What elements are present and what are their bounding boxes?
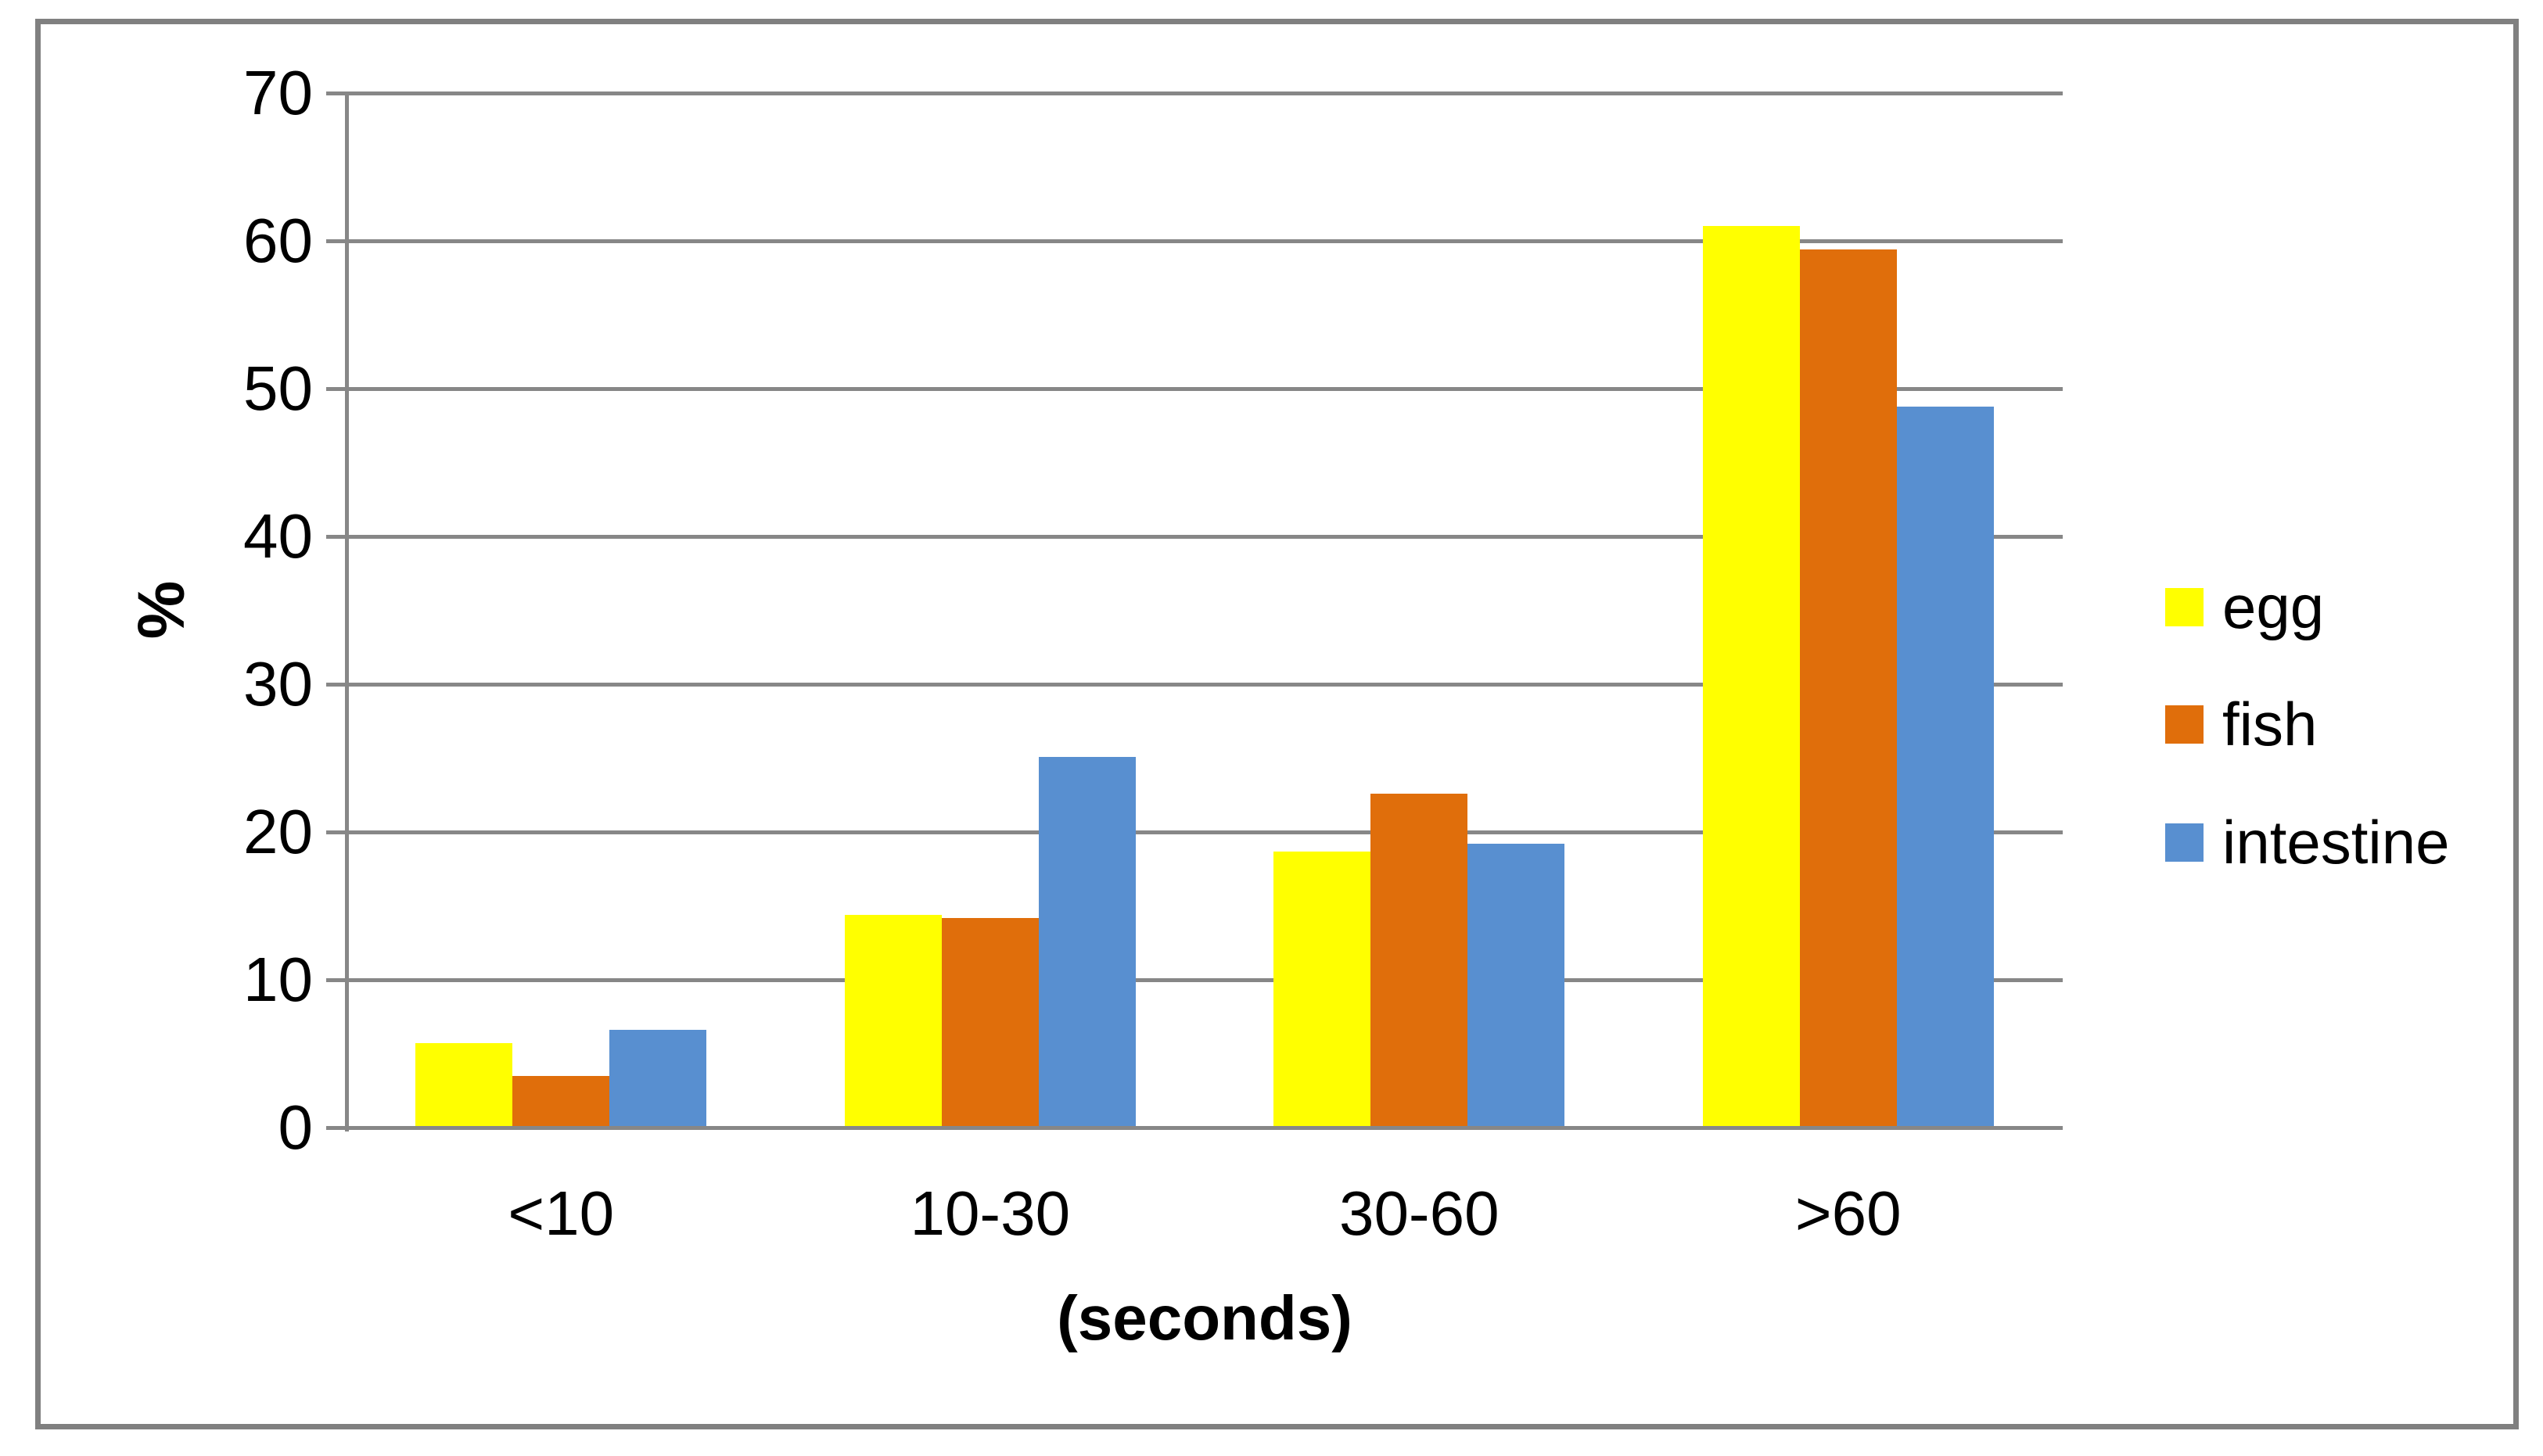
y-tick-label-0: 0 xyxy=(278,1092,314,1162)
x-tick-label-2: 10-30 xyxy=(910,1178,1071,1248)
legend-entry-fish: fish xyxy=(2165,694,2317,755)
bar-intestine-group3 xyxy=(1467,844,1565,1128)
gridline-70 xyxy=(347,91,2063,95)
legend-label-fish: fish xyxy=(2222,690,2318,758)
y-tick-label-20: 20 xyxy=(243,797,313,866)
y-axis-tick-40 xyxy=(326,534,347,539)
x-tick-label-1: <10 xyxy=(508,1178,615,1248)
gridline-60 xyxy=(347,238,2063,243)
gridline-30 xyxy=(347,682,2063,687)
y-axis-title: % xyxy=(124,580,198,640)
y-axis-tick-60 xyxy=(326,238,347,243)
legend-swatch-fish xyxy=(2165,705,2204,744)
bar-egg-group3 xyxy=(1273,851,1371,1128)
bar-fish-group2 xyxy=(941,917,1039,1128)
y-tick-label-50: 50 xyxy=(243,353,313,423)
gridline-10 xyxy=(347,977,2063,982)
x-tick-label-3: 30-60 xyxy=(1338,1178,1500,1248)
x-tick-label-4: >60 xyxy=(1794,1178,1902,1248)
gridline-40 xyxy=(347,534,2063,539)
y-tick-label-30: 30 xyxy=(243,649,313,719)
legend-label-egg: egg xyxy=(2222,572,2325,641)
x-axis-line xyxy=(326,1125,2063,1130)
y-axis-tick-10 xyxy=(326,977,347,982)
y-axis-tick-20 xyxy=(326,830,347,834)
bar-fish-group4 xyxy=(1799,249,1897,1128)
bar-fish-group3 xyxy=(1370,793,1468,1128)
x-axis-title: (seconds) xyxy=(1057,1283,1352,1353)
y-tick-label-60: 60 xyxy=(243,206,313,275)
bar-intestine-group4 xyxy=(1896,406,1994,1128)
bar-fish-group1 xyxy=(512,1075,610,1128)
y-axis-tick-50 xyxy=(326,386,347,391)
y-axis-line xyxy=(344,93,349,1131)
bar-intestine-group2 xyxy=(1038,756,1136,1128)
y-axis-tick-70 xyxy=(326,91,347,95)
bar-egg-group2 xyxy=(844,914,942,1128)
legend-entry-egg: egg xyxy=(2165,576,2324,637)
y-tick-label-40: 40 xyxy=(243,501,313,571)
chart-border-frame xyxy=(35,19,2519,1429)
gridline-20 xyxy=(347,830,2063,834)
legend-label-intestine: intestine xyxy=(2222,808,2450,877)
y-tick-label-10: 10 xyxy=(243,945,313,1014)
legend-swatch-egg xyxy=(2165,587,2204,626)
bar-egg-group4 xyxy=(1702,226,1800,1128)
legend-swatch-intestine xyxy=(2165,823,2204,862)
y-axis-tick-30 xyxy=(326,682,347,687)
gridline-50 xyxy=(347,386,2063,391)
bar-egg-group1 xyxy=(415,1043,513,1128)
legend-entry-intestine: intestine xyxy=(2165,812,2450,873)
y-tick-label-70: 70 xyxy=(243,58,313,127)
bar-intestine-group1 xyxy=(609,1030,707,1128)
